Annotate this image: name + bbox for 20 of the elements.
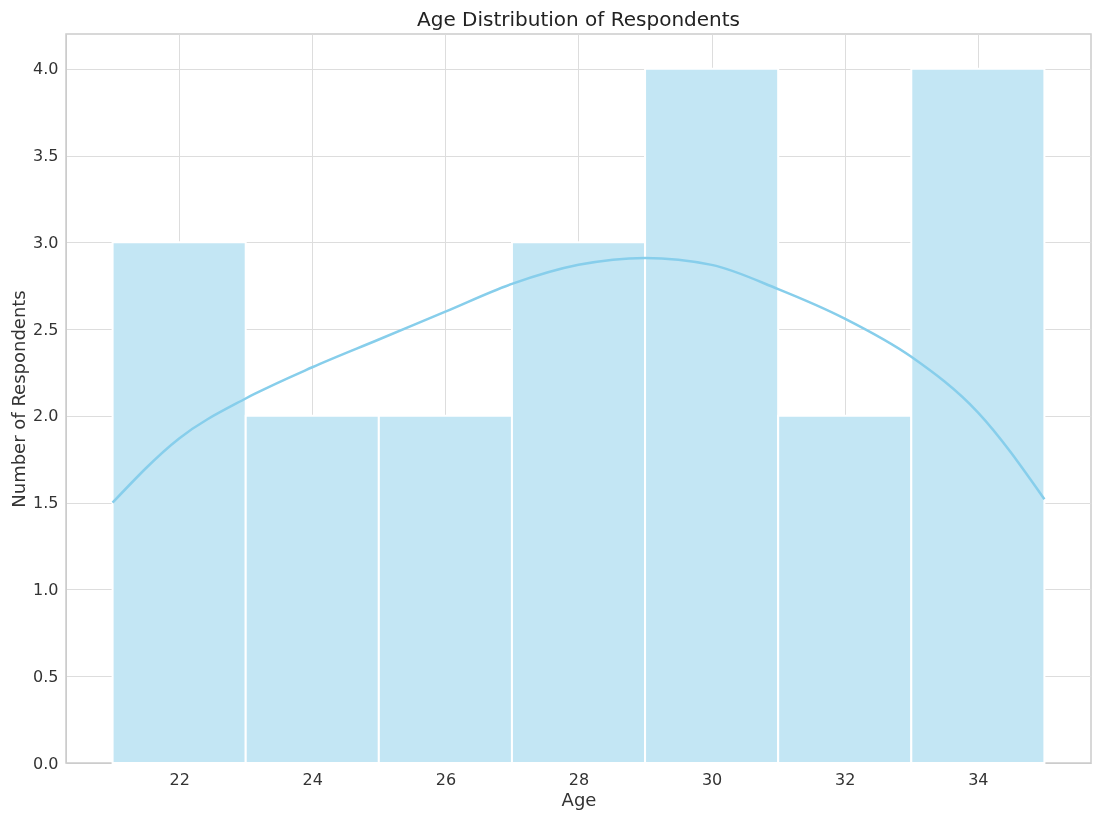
y-tick-label: 1.0: [33, 579, 59, 599]
x-axis-title: Age: [561, 788, 597, 810]
x-tick-label: 24: [302, 769, 323, 789]
x-tick-label: 22: [169, 769, 190, 789]
chart-title: Age Distribution of Respondents: [417, 7, 740, 31]
y-tick-label: 4.0: [33, 59, 59, 79]
x-tick-label: 32: [835, 769, 856, 789]
y-axis-title: Number of Respondents: [8, 290, 30, 508]
y-tick-label: 2.5: [33, 319, 59, 339]
y-tick-label: 3.5: [33, 146, 59, 165]
y-tick-label: 0.0: [33, 753, 59, 773]
y-tick-label: 0.5: [33, 666, 59, 686]
x-tick-label: 28: [568, 769, 590, 789]
line-series: [111, 256, 1046, 504]
x-tick-label: 30: [701, 769, 723, 789]
y-tick-label: 3.0: [33, 232, 59, 252]
y-tick-label: 1.5: [33, 493, 59, 513]
x-tick-label: 34: [968, 769, 989, 789]
y-tick-label: 2.0: [33, 406, 59, 426]
x-tick-label: 26: [435, 769, 457, 789]
